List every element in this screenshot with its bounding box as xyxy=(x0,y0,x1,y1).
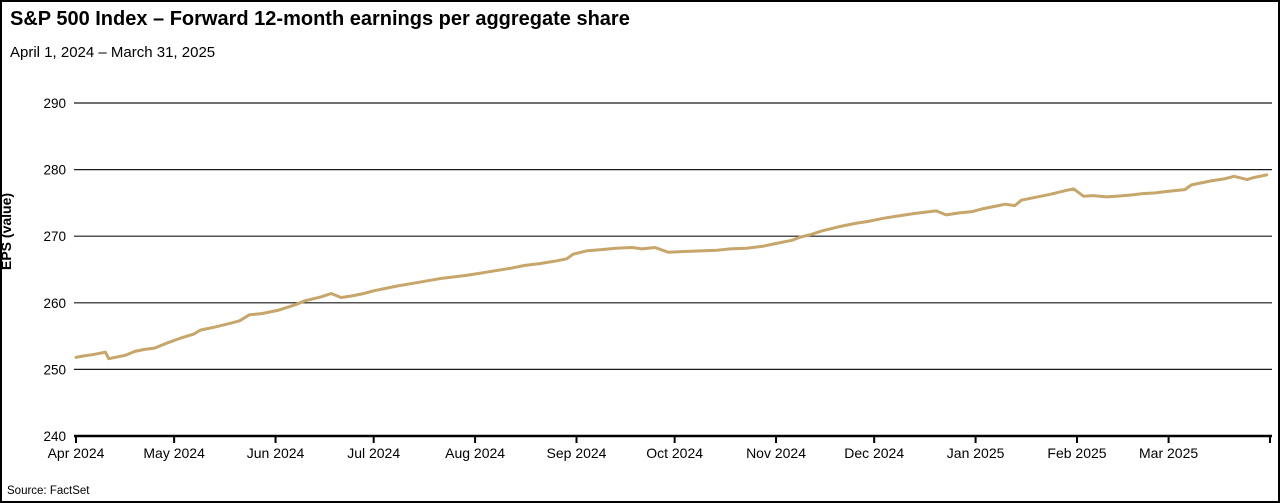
x-tick-label: Mar 2025 xyxy=(1139,445,1198,461)
x-tick-label: Oct 2024 xyxy=(646,445,703,461)
y-tick-label: 290 xyxy=(43,96,66,111)
x-tick-label: Jul 2024 xyxy=(347,445,400,461)
y-tick-label: 250 xyxy=(43,362,66,377)
x-tick-label: May 2024 xyxy=(143,445,205,461)
x-tick-label: Jun 2024 xyxy=(247,445,305,461)
y-tick-label: 280 xyxy=(43,163,66,178)
eps-line-chart: 240 250 260 270 280 290 Apr 2024 May 2024 Jun 20… xyxy=(43,96,1272,461)
chart-subtitle: April 1, 2024 – March 31, 2025 xyxy=(10,44,216,61)
x-tick-label: Dec 2024 xyxy=(844,445,904,461)
x-tick-label: Sep 2024 xyxy=(547,445,607,461)
chart-title: S&P 500 Index – Forward 12-month earning… xyxy=(10,8,630,30)
x-tick-label: Nov 2024 xyxy=(746,445,806,461)
x-tick-label: Jan 2025 xyxy=(947,445,1005,461)
x-tick-label: Aug 2024 xyxy=(445,445,505,461)
eps-line xyxy=(74,173,1269,361)
x-tick-label: Feb 2025 xyxy=(1047,445,1106,461)
x-tick-label: Apr 2024 xyxy=(48,445,105,461)
y-tick-label: 240 xyxy=(43,429,66,444)
y-tick-label: 270 xyxy=(43,229,66,244)
y-tick-label: 260 xyxy=(43,296,66,311)
source-note: Source: FactSet xyxy=(7,485,90,497)
